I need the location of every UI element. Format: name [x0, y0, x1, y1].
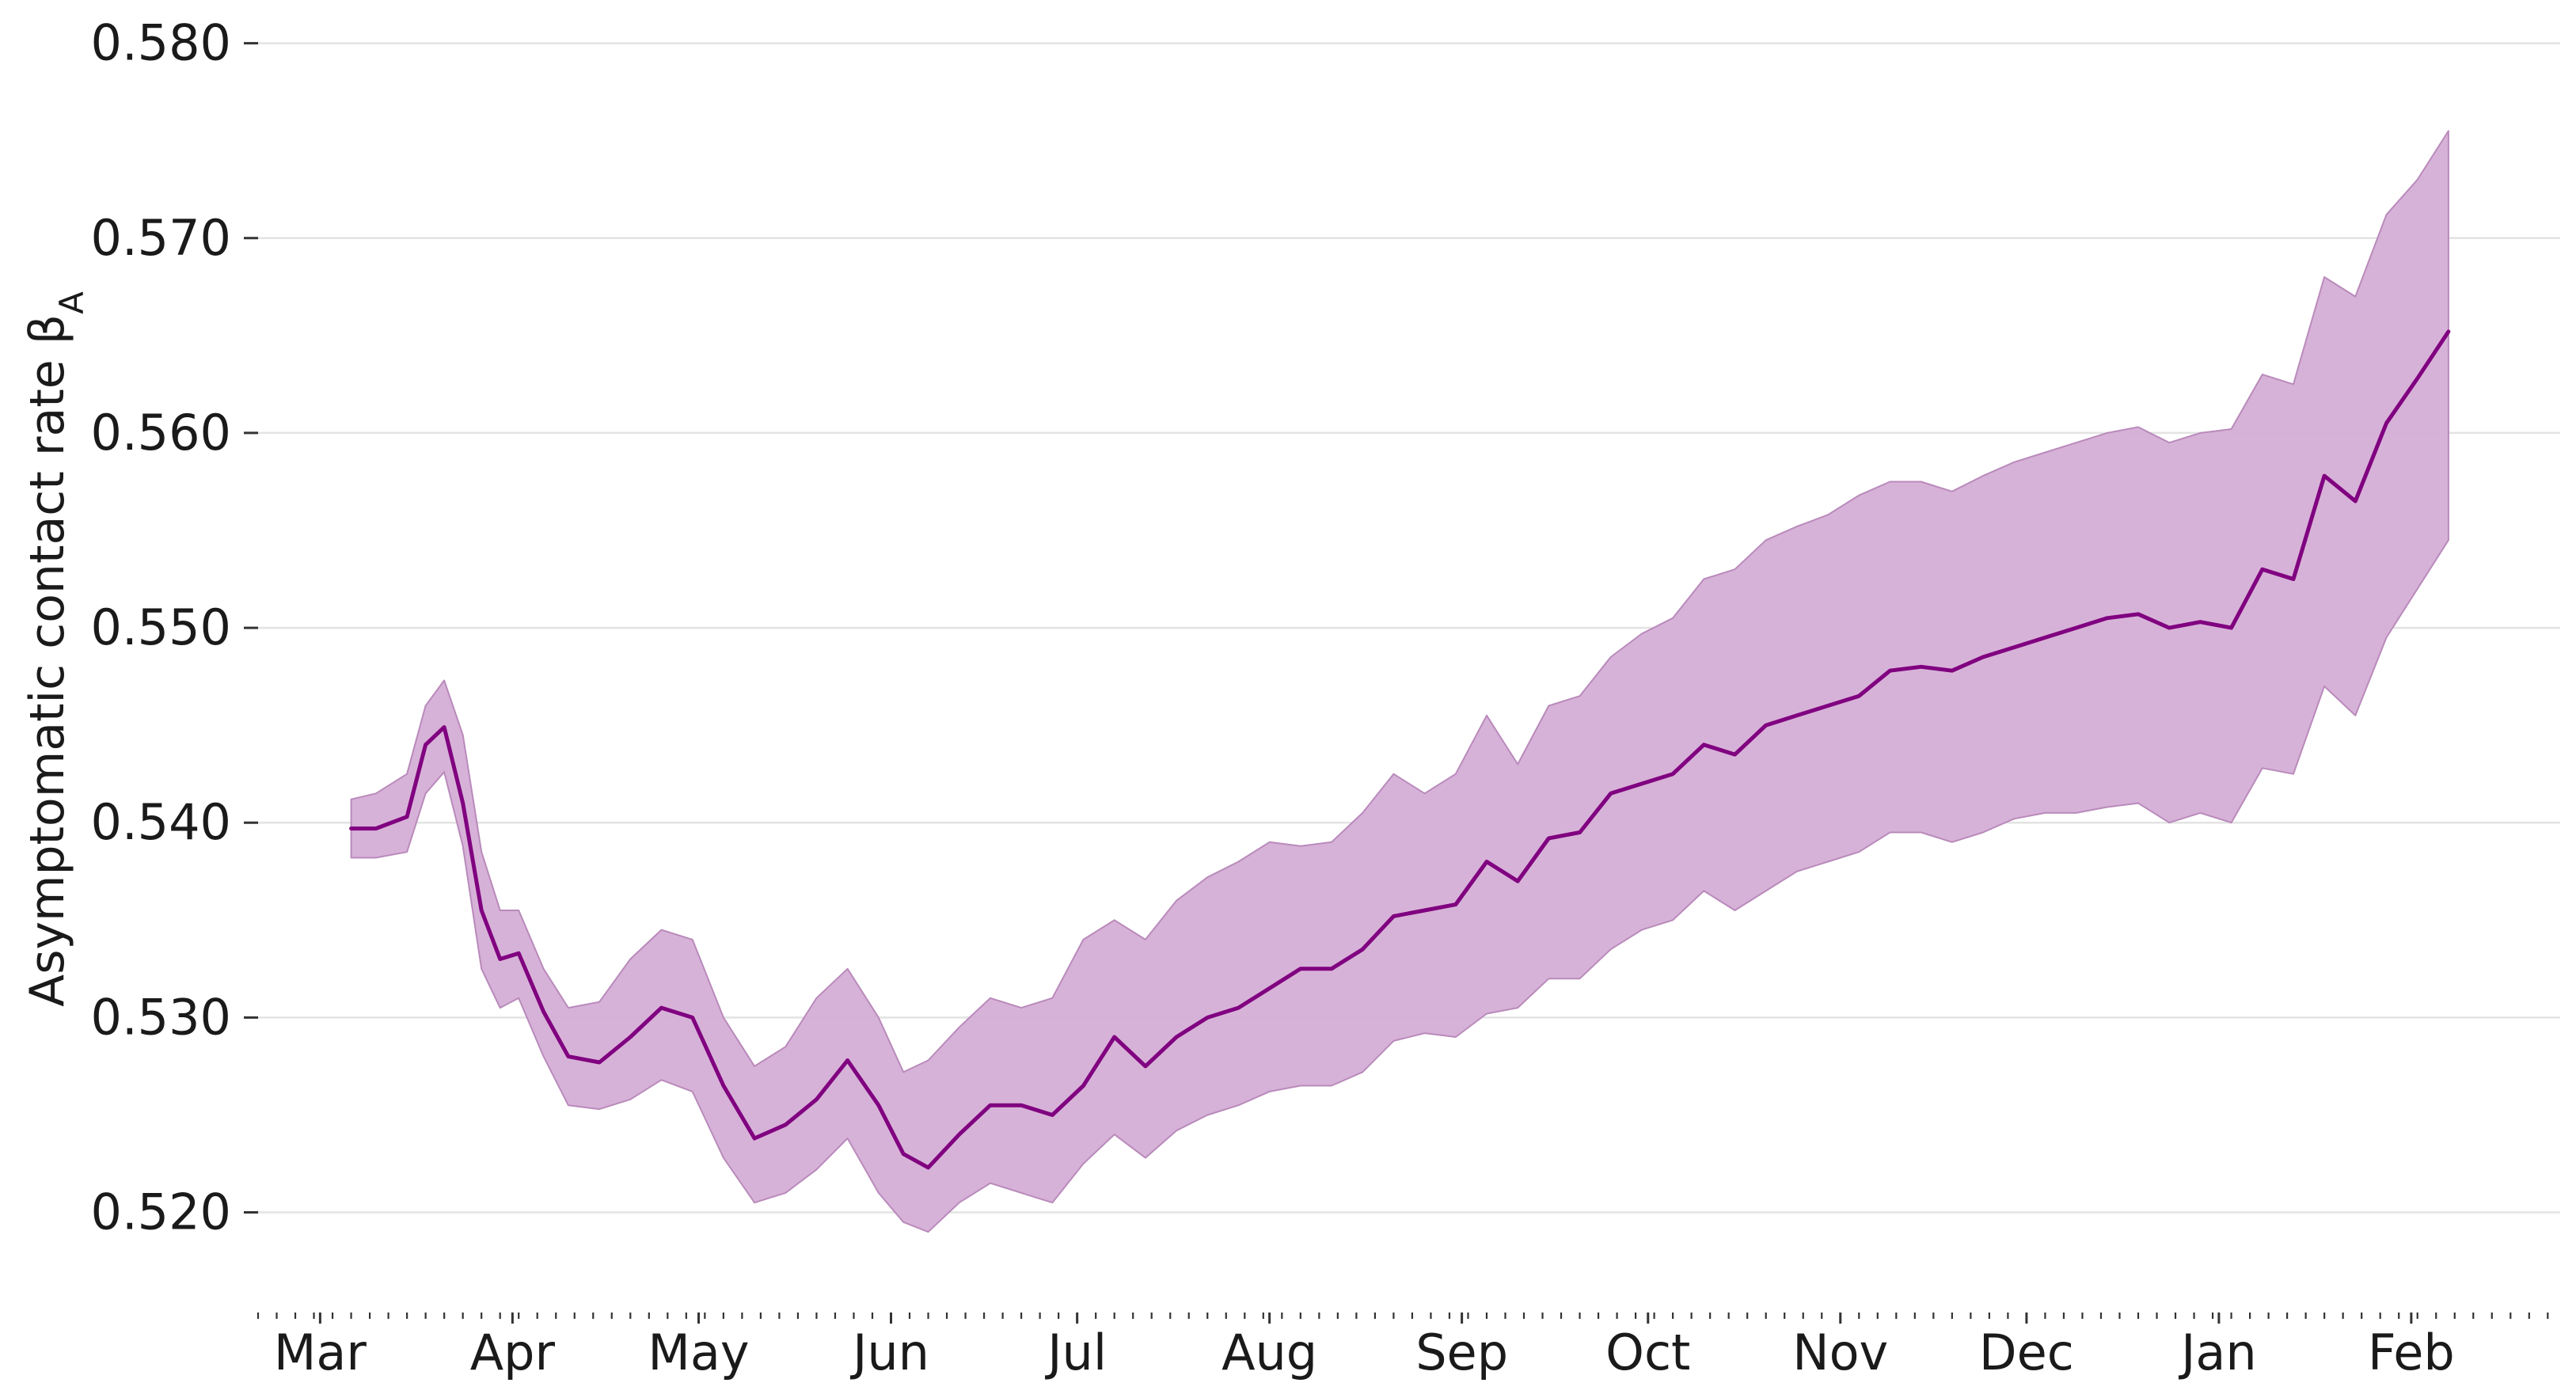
y-tick-label: 0.570 [91, 209, 232, 267]
y-tick-label: 0.550 [91, 598, 232, 656]
x-tick-label: Feb [2368, 1324, 2455, 1381]
x-tick-label: Oct [1605, 1324, 1690, 1381]
confidence-band [350, 130, 2449, 1233]
x-tick-label: Sep [1415, 1324, 1508, 1381]
y-axis-label: Asymptomatic contact rate βA [20, 291, 91, 1007]
y-tick-label: 0.530 [91, 988, 232, 1046]
x-tick-label: Mar [274, 1324, 367, 1381]
x-tick-label: May [648, 1324, 749, 1381]
x-tick-label: Dec [1979, 1324, 2074, 1381]
y-tick-label: 0.540 [91, 793, 232, 851]
x-tick-label: Apr [470, 1324, 556, 1381]
x-tick-label: Jan [2178, 1324, 2257, 1381]
y-tick-layer: 0.520 0.530 0.540 0.550 0.560 0.570 0.580 [91, 14, 258, 1241]
band-layer [350, 130, 2449, 1233]
y-tick-label: 0.580 [91, 14, 232, 72]
y-tick-label: 0.520 [91, 1183, 232, 1241]
x-tick-label: Aug [1222, 1324, 1317, 1381]
x-tick-label: Jul [1044, 1324, 1107, 1381]
line-layer [349, 329, 2451, 1170]
x-tick-label: Nov [1792, 1324, 1888, 1381]
y-tick-label: 0.560 [91, 404, 232, 462]
x-tick-label: Jun [849, 1324, 929, 1381]
mean-line [349, 329, 2451, 1170]
x-tick-layer: Mar Apr May Jun Jul Aug Sep Oct Nov Dec Jan Feb [256, 1313, 2549, 1381]
